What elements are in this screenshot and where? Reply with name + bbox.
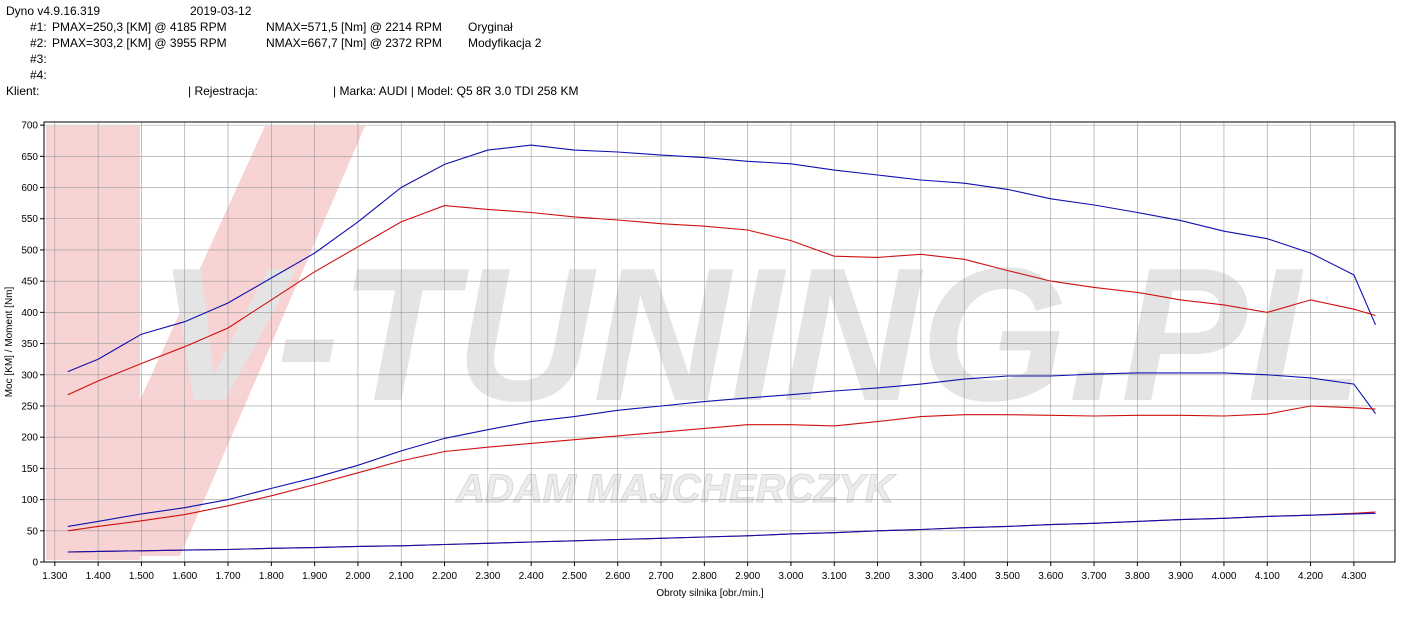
watermark-text: V-TUNING.PL: [157, 229, 1364, 441]
x-tick-label: 2.700: [649, 571, 674, 582]
x-tick-label: 3.600: [1038, 571, 1063, 582]
y-tick-label: 650: [21, 152, 38, 163]
curve: [67, 405, 1376, 532]
app-version: Dyno v4.9.16.319: [6, 4, 100, 18]
y-axis-label: Moc [KM] / Moment [Nm]: [4, 286, 15, 397]
x-tick-label: 1.400: [86, 571, 111, 582]
y-tick-label: 100: [21, 495, 38, 506]
y-tick-label: 150: [21, 464, 38, 475]
x-tick-label: 3.500: [995, 571, 1020, 582]
registration: | Rejestracja:: [188, 84, 258, 98]
x-tick-label: 3.100: [822, 571, 847, 582]
x-tick-label: 1.800: [259, 571, 284, 582]
y-tick-label: 250: [21, 401, 38, 412]
y-tick-label: 600: [21, 183, 38, 194]
watermark-group: V-TUNING.PL ADAM MAJCHERCZYK: [46, 126, 1363, 560]
run-nmax: NMAX=571,5 [Nm] @ 2214 RPM: [266, 20, 442, 34]
x-axis-label: Obroty silnika [obr./min.]: [656, 588, 763, 599]
watermark-author: ADAM MAJCHERCZYK: [455, 467, 897, 511]
run-id: #1:: [30, 20, 47, 34]
x-tick-label: 1.500: [129, 571, 154, 582]
grid: [44, 122, 1395, 563]
x-tick-label: 2.100: [389, 571, 414, 582]
x-tick-label: 3.900: [1168, 571, 1193, 582]
x-tick-label: 2.300: [475, 571, 500, 582]
curve: [67, 511, 1376, 553]
client: Klient:: [6, 84, 39, 98]
y-tick-label: 0: [32, 558, 38, 569]
x-tick-label: 1.700: [216, 571, 241, 582]
run-label: Modyfikacja 2: [468, 36, 542, 50]
run-pmax: PMAX=250,3 [KM] @ 4185 RPM: [52, 20, 227, 34]
run-id: #3:: [30, 52, 47, 66]
x-tick-label: 3.700: [1082, 571, 1107, 582]
run-pmax: PMAX=303,2 [KM] @ 3955 RPM: [52, 36, 227, 50]
y-tick-label: 200: [21, 433, 38, 444]
y-tick-label: 700: [21, 121, 38, 132]
x-tick-label: 3.000: [778, 571, 803, 582]
y-tick-label: 350: [21, 339, 38, 350]
y-tick-label: 400: [21, 308, 38, 319]
curve: [67, 512, 1376, 553]
y-tick-label: 500: [21, 245, 38, 256]
watermark-shape: [46, 126, 140, 560]
vehicle: | Marka: AUDI | Model: Q5 8R 3.0 TDI 258…: [333, 84, 578, 98]
x-tick-label: 4.300: [1341, 571, 1366, 582]
x-tick-label: 3.400: [952, 571, 977, 582]
run-id: #2:: [30, 36, 47, 50]
x-tick-label: 3.800: [1125, 571, 1150, 582]
x-tick-label: 2.600: [605, 571, 630, 582]
curve: [67, 205, 1376, 396]
x-tick-label: 1.600: [172, 571, 197, 582]
run-id: #4:: [30, 68, 47, 82]
x-tick-label: 4.200: [1298, 571, 1323, 582]
x-tick-label: 3.300: [908, 571, 933, 582]
x-tick-label: 2.900: [735, 571, 760, 582]
x-tick-label: 4.100: [1255, 571, 1280, 582]
x-tick-label: 2.800: [692, 571, 717, 582]
x-tick-label: 1.300: [42, 571, 67, 582]
curve: [67, 144, 1377, 373]
plot-frame: [43, 121, 1396, 563]
run-nmax: NMAX=667,7 [Nm] @ 2372 RPM: [266, 36, 442, 50]
x-tick-label: 2.200: [432, 571, 457, 582]
run-label: Oryginał: [468, 20, 513, 34]
y-tick-label: 550: [21, 214, 38, 225]
x-tick-label: 2.500: [562, 571, 587, 582]
x-tick-label: 1.900: [302, 571, 327, 582]
x-tick-label: 3.200: [865, 571, 890, 582]
x-tick-label: 2.400: [519, 571, 544, 582]
y-tick-label: 450: [21, 277, 38, 288]
date: 2019-03-12: [190, 4, 252, 18]
y-tick-label: 50: [27, 526, 39, 537]
curve: [67, 372, 1376, 527]
x-tick-label: 4.000: [1211, 571, 1236, 582]
x-tick-label: 2.000: [345, 571, 370, 582]
watermark-shape: [140, 126, 365, 556]
y-tick-label: 300: [21, 370, 38, 381]
